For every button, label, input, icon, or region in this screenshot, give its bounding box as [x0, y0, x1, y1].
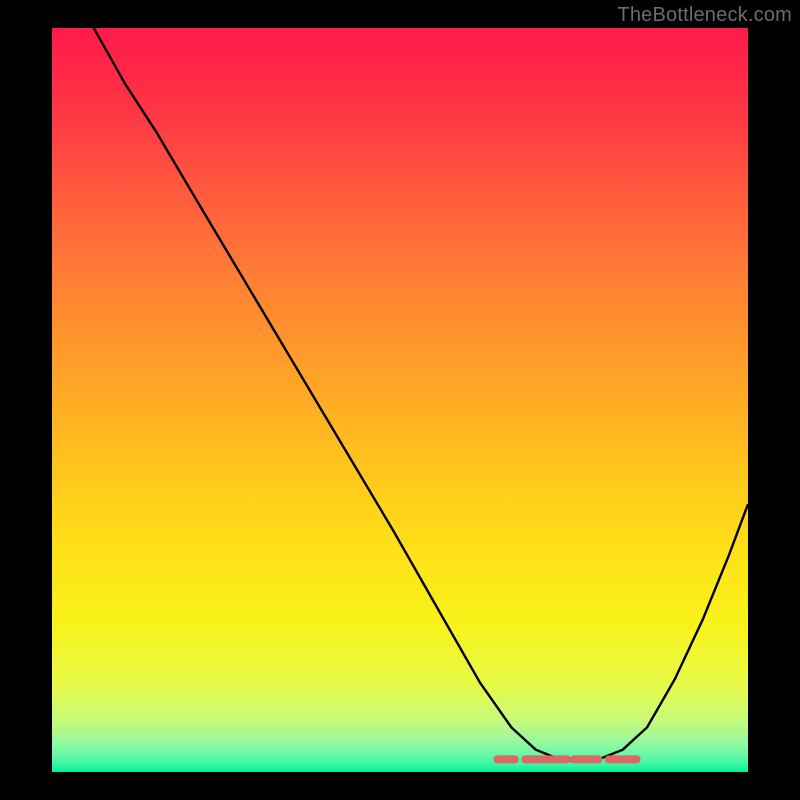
chart-svg — [52, 28, 748, 772]
chart-canvas: TheBottleneck.com — [0, 0, 800, 800]
watermark-text: TheBottleneck.com — [617, 4, 792, 27]
bottleneck-curve — [94, 28, 748, 761]
plot-area — [52, 28, 748, 772]
